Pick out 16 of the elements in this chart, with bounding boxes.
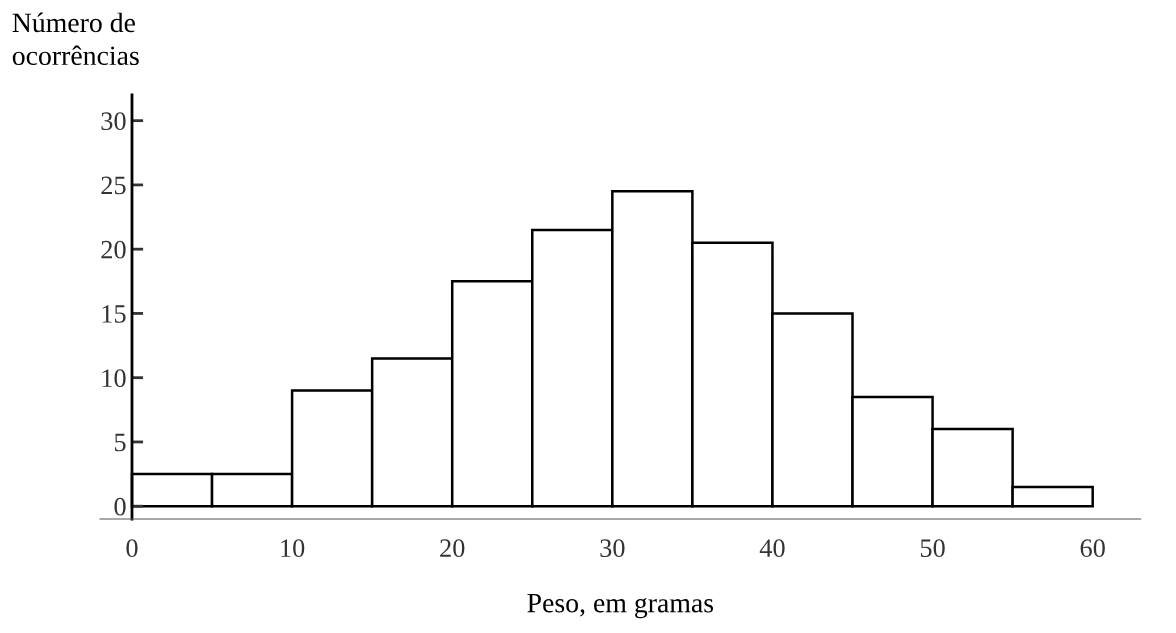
y-axis-title: Número de ocorrências — [12, 12, 139, 66]
y-tick-label: 15 — [102, 305, 126, 323]
y-tick-label: 10 — [102, 369, 126, 388]
y-tick-label: 5 — [114, 433, 126, 452]
y-tick-label: 0 — [114, 497, 126, 516]
y-tick-label: 20 — [101, 240, 126, 259]
x-tick-label: 0 — [126, 539, 138, 558]
y-tick-label: 25 — [101, 176, 126, 195]
x-tick-label: 40 — [759, 539, 785, 558]
x-axis-title: Peso, em gramas — [527, 594, 714, 619]
x-tick-label: 50 — [920, 539, 945, 558]
x-tick-label: 10 — [281, 539, 305, 558]
x-tick-label: 60 — [1080, 539, 1105, 558]
x-tick-label: 20 — [440, 539, 465, 558]
x-tick-label: 30 — [600, 539, 625, 558]
y-tick-label: 30 — [101, 112, 126, 131]
